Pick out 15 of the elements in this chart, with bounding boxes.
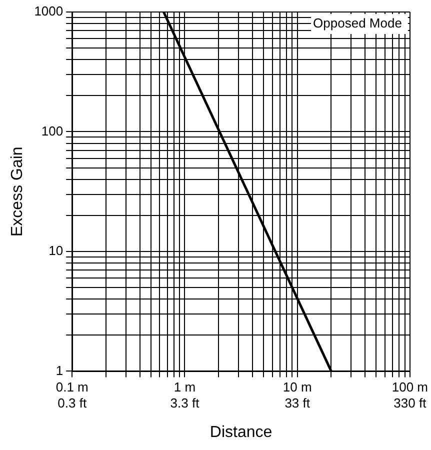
text: 3.3 ft xyxy=(170,395,200,410)
y-tick-label: 100 xyxy=(41,123,64,138)
text: 0.3 ft xyxy=(58,395,87,410)
annotation: Opposed Mode xyxy=(313,16,402,31)
y-axis-title: Excess Gain xyxy=(9,146,26,237)
x-tick-label: 0.1 m xyxy=(56,380,88,395)
y-tick-label: 10 xyxy=(48,243,64,258)
y-tick-label: 1000 xyxy=(34,4,64,19)
text: 330 ft xyxy=(394,395,427,410)
x-tick-label: 100 m xyxy=(392,380,428,395)
text: 33 ft xyxy=(284,395,310,410)
x-axis-title: Distance xyxy=(210,424,272,441)
x-tick-label: 10 m xyxy=(282,380,312,395)
x-tick-label: 1 m xyxy=(174,380,196,395)
y-tick-label: 1 xyxy=(56,362,64,378)
